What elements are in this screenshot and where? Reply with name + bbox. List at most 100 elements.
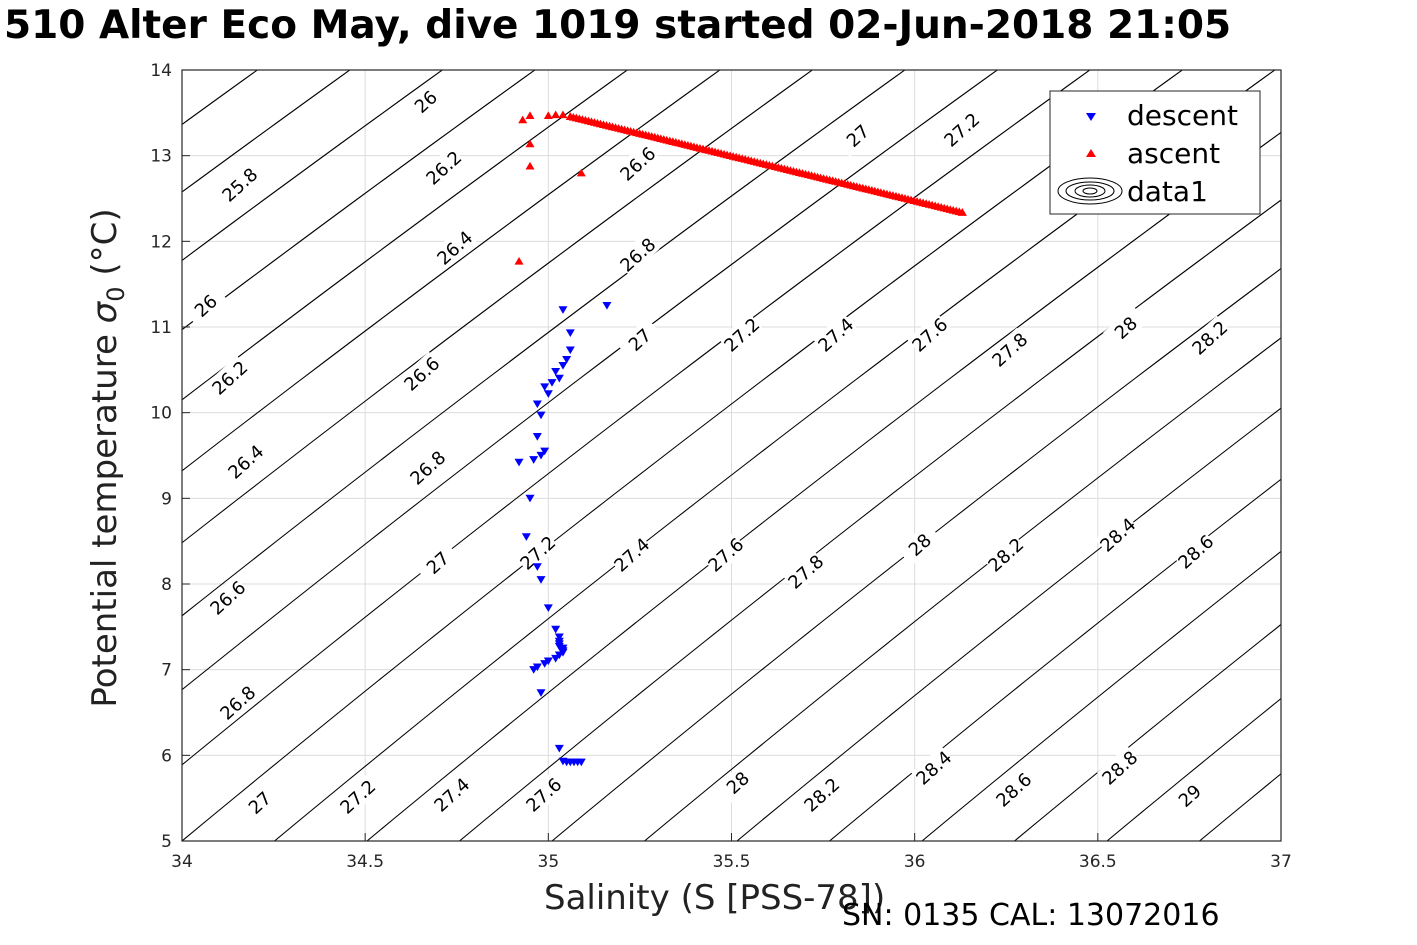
legend: descent ascent data1 [1049, 90, 1261, 215]
contour-label: 27.4 [813, 312, 858, 357]
descent-point [540, 383, 550, 392]
svg-text:26.2: 26.2 [422, 147, 466, 189]
contour-label: 27 [237, 780, 282, 824]
svg-text:27.8: 27.8 [784, 551, 828, 593]
isopycnal-line [551, 267, 1281, 841]
legend-ascent-label: ascent [1127, 137, 1220, 170]
descent-point [565, 346, 575, 355]
svg-text:28.8: 28.8 [1098, 747, 1142, 789]
contour-label: 27.6 [521, 772, 566, 817]
contour-label: 26.2 [421, 145, 466, 190]
svg-text:27.2: 27.2 [940, 109, 984, 151]
svg-text:28.6: 28.6 [992, 769, 1036, 811]
descent-point [536, 689, 546, 697]
descent-point [529, 666, 539, 674]
y-tick-label: 13 [150, 147, 172, 167]
svg-text:26.8: 26.8 [216, 682, 260, 724]
contour-label: 26 [183, 283, 228, 327]
descent-point [536, 451, 546, 460]
descent-point [551, 654, 561, 663]
contour-label: 28.2 [983, 532, 1028, 577]
x-tick-label: 35.5 [713, 852, 751, 872]
contour-label: 26.6 [205, 575, 250, 620]
legend-contour-icon [1057, 177, 1123, 205]
contour-label: 26.4 [223, 439, 268, 484]
svg-text:27.2: 27.2 [336, 776, 380, 818]
isopycnal-line [182, 70, 351, 193]
y-axis-ticks: 5 6 7 8 9 10 11 12 13 14 [150, 61, 190, 852]
descent-point [558, 306, 568, 314]
contour-label: 29 [1167, 773, 1212, 817]
contour-label: 26.6 [615, 141, 660, 186]
contour-label: 28.2 [1187, 315, 1232, 360]
isopycnal-line [458, 199, 1281, 841]
y-tick-label: 5 [161, 832, 172, 852]
descent-point [576, 758, 586, 767]
y-tick-label: 6 [161, 746, 172, 766]
contour-label: 27 [617, 317, 662, 361]
contour-label: 27.8 [987, 327, 1032, 372]
ascent-point [525, 111, 535, 120]
svg-text:27.6: 27.6 [704, 534, 748, 576]
ascent-point [957, 208, 967, 216]
y-axis-label-sub: 0 [102, 286, 130, 301]
ascent-point [525, 139, 535, 148]
svg-text:28.6: 28.6 [1174, 531, 1218, 573]
svg-text:27.4: 27.4 [430, 774, 474, 816]
descent-point [529, 456, 539, 464]
isopycnal-line [182, 70, 629, 401]
y-axis-label-sigma: σ [85, 300, 125, 323]
y-tick-label: 14 [150, 61, 172, 81]
x-tick-label: 34.5 [346, 852, 384, 872]
x-axis-label: Salinity (S [PSS-78]) [544, 878, 886, 918]
isopycnal-line [182, 70, 906, 617]
y-axis-label-main: Potential temperature [85, 323, 125, 707]
svg-text:25.8: 25.8 [218, 164, 262, 206]
descent-point [536, 576, 546, 584]
descent-point [521, 533, 531, 541]
contour-label: 26.6 [399, 351, 444, 396]
svg-text:26.4: 26.4 [224, 441, 268, 483]
ascent-point [543, 111, 553, 120]
descent-point [540, 660, 550, 668]
svg-text:26.2: 26.2 [208, 357, 252, 399]
x-tick-label: 36 [904, 852, 926, 872]
contour-label: 27.8 [783, 549, 828, 594]
contour-label: 28 [715, 760, 760, 804]
ascent-point [514, 256, 524, 265]
legend-data1-label: data1 [1127, 175, 1208, 208]
svg-text:26.6: 26.6 [400, 353, 444, 395]
isopycnal-line [182, 70, 1091, 766]
ascent-point [576, 168, 586, 177]
legend-ascent-marker [1086, 149, 1096, 157]
descent-point [554, 374, 564, 383]
descent-point [558, 361, 568, 370]
ascent-point [558, 110, 568, 119]
ascent-point [551, 110, 561, 119]
contour-label: 28.8 [1097, 745, 1142, 790]
isopycnal-line [182, 70, 721, 472]
descent-point [532, 563, 542, 571]
descent-point [532, 400, 542, 409]
descent-point [554, 744, 564, 753]
ascent-point [525, 161, 535, 170]
chart-title: 510 Alter Eco May, dive 1019 started 02-… [4, 3, 1232, 48]
isopycnal-line [736, 407, 1281, 841]
contour-label: 25.8 [217, 162, 262, 207]
contour-label: 27 [835, 113, 880, 157]
contour-label: 28.4 [1095, 512, 1140, 557]
descent-point [536, 411, 546, 420]
contour-label: 28.2 [799, 772, 844, 817]
contour-label: 27.2 [719, 312, 764, 357]
isopycnal-line [182, 70, 444, 262]
y-tick-label: 11 [150, 318, 172, 338]
isopycnal-line [1337, 41, 1417, 881]
contour-label: 26.2 [207, 355, 252, 400]
contour-label: 26.8 [215, 680, 260, 725]
contour-label: 26 [403, 79, 448, 123]
descent-point [532, 433, 542, 441]
descent-point [543, 390, 553, 398]
isopycnal-line [182, 70, 814, 544]
svg-text:28.2: 28.2 [984, 534, 1028, 576]
